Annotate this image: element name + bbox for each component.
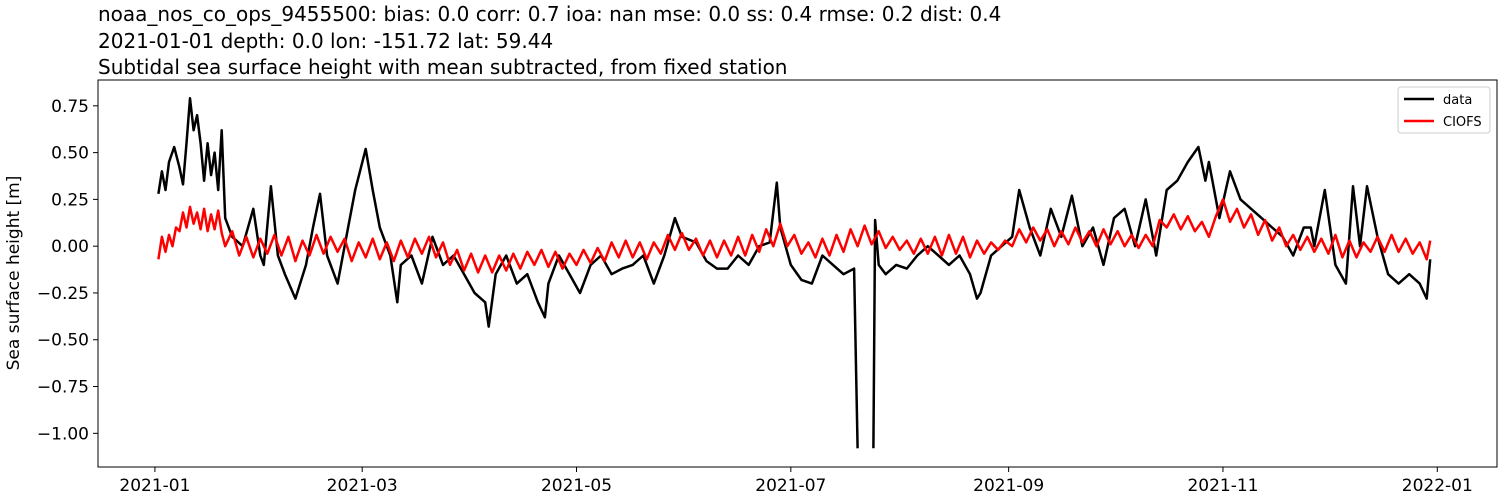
x-tick-label: 2021-03 [327,476,398,496]
series-line-data [872,145,1432,449]
y-tick-label: 0.50 [51,144,89,164]
y-tick-label: −1.00 [37,424,89,444]
legend-label-data: data [1443,93,1472,108]
series-line-data [157,97,859,449]
legend: data CIOFS [1397,86,1491,134]
y-tick-label: 0.75 [51,97,89,117]
x-tick-label: 2021-05 [541,476,612,496]
legend-label-ciofs: CIOFS [1443,115,1482,130]
chart-title-line-1: noaa_nos_co_ops_9455500: bias: 0.0 corr:… [98,2,1002,26]
series-line-ciofs [157,198,1432,274]
x-tick-label: 2021-09 [973,476,1044,496]
y-tick-label: −0.75 [37,378,89,398]
x-tick-label: 2021-07 [755,476,826,496]
chart-title-line-3: Subtidal sea surface height with mean su… [98,55,788,79]
y-tick-label: 0.00 [51,237,89,257]
y-tick-label: −0.25 [37,284,89,304]
chart-title-line-2: 2021-01-01 depth: 0.0 lon: -151.72 lat: … [98,29,554,53]
plot-frame [97,79,1498,468]
y-tick-label: −0.50 [37,331,89,351]
y-axis-label: Sea surface height [m] [4,176,24,371]
x-tick-label: 2021-01 [119,476,190,496]
x-tick-label: 2021-11 [1187,476,1258,496]
x-tick-label: 2022-01 [1402,476,1473,496]
y-tick-label: 0.25 [51,190,89,210]
